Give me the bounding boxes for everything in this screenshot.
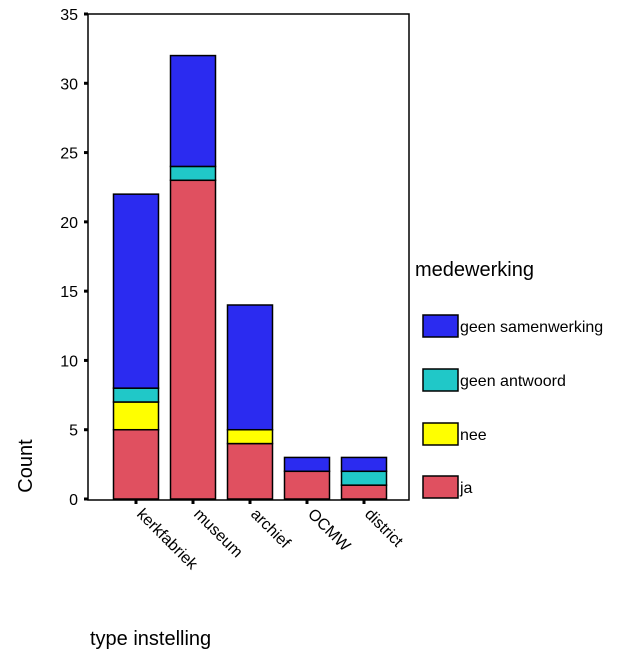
bar-archief-ja (226, 442, 274, 500)
bar-ocmw-ja (283, 470, 331, 500)
bar-ocmw-geen-samenwerking (283, 456, 331, 473)
legend-label-geen-samenwerking: geen samenwerking (460, 319, 603, 336)
bar-museum-geen-antwoord (169, 165, 217, 182)
y-axis-title: Count (15, 439, 37, 493)
x-tick-label-archief: archief (247, 506, 293, 552)
y-tick-label: 25 (60, 146, 78, 163)
y-tick-label: 10 (60, 353, 78, 370)
x-tick-label-district: district (361, 506, 406, 551)
bar-kerkfabriek-geen-antwoord (112, 387, 160, 403)
legend-swatch-ja (422, 475, 459, 499)
y-tick-label: 20 (60, 215, 78, 232)
y-tick-label: 0 (69, 492, 78, 509)
bar-archief-geen-samenwerking (226, 304, 274, 431)
legend-swatch-geen-samenwerking (422, 314, 459, 338)
legend-label-ja: ja (459, 480, 473, 497)
y-tick-label: 35 (60, 7, 78, 24)
legend-title: medewerking (415, 259, 534, 281)
legend-swatch-nee (422, 422, 459, 446)
x-tick-label-ocmw: OCMW (304, 506, 354, 556)
bar-kerkfabriek-geen-samenwerking (112, 193, 160, 389)
y-tick-label: 30 (60, 76, 78, 93)
y-tick-label: 5 (69, 423, 78, 440)
legend: medewerking geen samenwerking geen antwoo… (415, 259, 603, 499)
x-tick-label-museum: museum (190, 506, 245, 561)
legend-swatch-geen-antwoord (422, 368, 459, 392)
legend-label-geen-antwoord: geen antwoord (460, 373, 566, 390)
x-axis-title: type instelling (90, 628, 211, 650)
y-axis: 0 5 10 15 20 25 30 35 (60, 7, 88, 509)
y-tick-label: 15 (60, 284, 78, 301)
bar-archief-nee (226, 428, 274, 445)
bars-group (112, 54, 388, 500)
bar-museum-geen-samenwerking (169, 54, 217, 168)
bar-kerkfabriek-ja (112, 428, 160, 500)
bar-kerkfabriek-nee (112, 401, 160, 431)
bar-district-geen-samenwerking (340, 456, 388, 473)
bar-museum-ja (169, 179, 217, 500)
legend-label-nee: nee (460, 427, 487, 444)
bar-district-ja (340, 484, 388, 500)
bar-district-geen-antwoord (340, 470, 388, 486)
